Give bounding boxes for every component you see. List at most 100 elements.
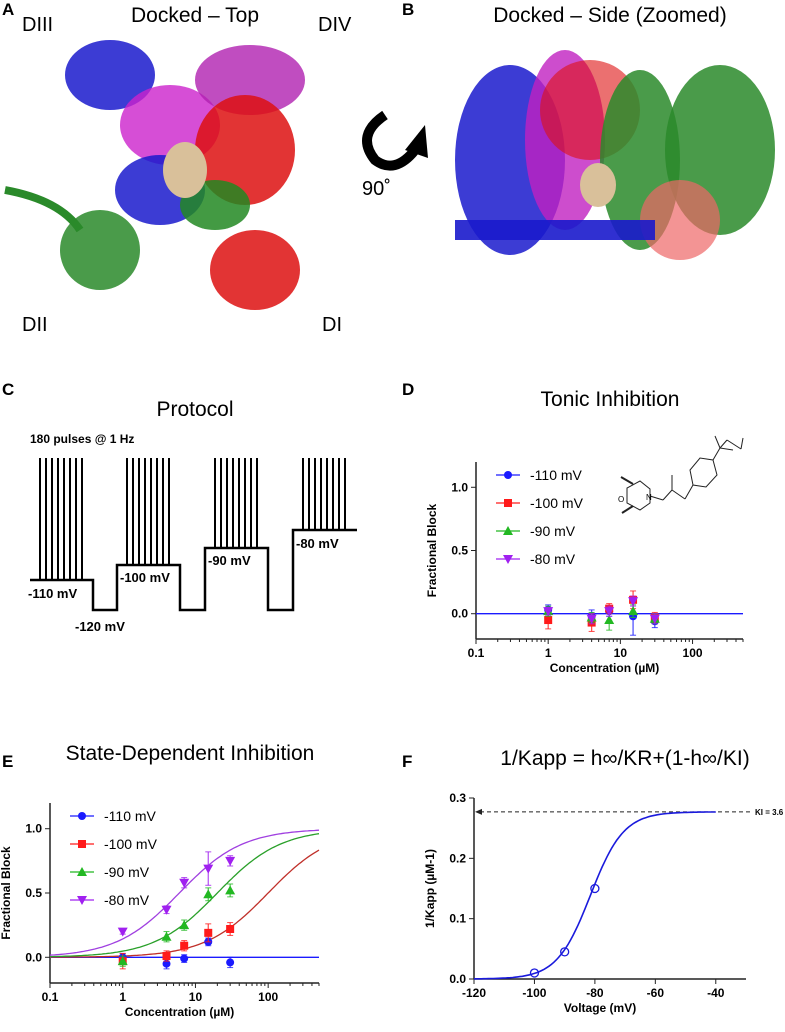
fit-curve [474, 811, 716, 980]
legend-marker [78, 812, 86, 820]
legend-label: -100 mV [530, 495, 584, 511]
data-point [544, 616, 553, 625]
data-point [161, 931, 172, 941]
x-tick-label: -120 [462, 986, 486, 1000]
arrow-head-icon [475, 808, 482, 815]
panel-d-letter: D [402, 380, 415, 399]
level-label-90: -90 mV [208, 553, 251, 568]
y-axis-label: Fractional Block [425, 503, 439, 597]
y-tick-label: 0.0 [449, 972, 466, 986]
panel-b-title: Docked – Side (Zoomed) [493, 4, 727, 27]
legend-marker [77, 867, 87, 876]
panel-f-letter: F [402, 752, 413, 771]
legend-label: -80 mV [104, 892, 150, 908]
data-point [529, 968, 540, 978]
panel-a-structure [4, 40, 305, 310]
y-tick-label: 0.5 [451, 544, 468, 558]
y-tick-label: 0.0 [25, 950, 42, 964]
svg-text:N: N [646, 493, 652, 502]
data-point [225, 856, 236, 866]
x-axis-label: Voltage (mV) [564, 1001, 636, 1015]
x-axis-label: Concentration (µM) [125, 1005, 235, 1019]
panel-b-letter: B [402, 0, 415, 19]
data-point [226, 958, 235, 967]
x-axis-label: Concentration (µM) [550, 661, 660, 675]
y-axis-label: Fractional Block [0, 846, 13, 940]
panel-c-letter: C [2, 380, 15, 399]
svg-text:O: O [618, 495, 624, 504]
legend-marker [77, 896, 87, 905]
data-point [628, 597, 639, 607]
legend-label: -110 mV [530, 467, 583, 483]
data-point [180, 941, 189, 950]
y-tick-label: 1.0 [25, 822, 42, 836]
data-point [604, 615, 615, 625]
protocol-trace [30, 528, 357, 612]
panel-a-title: Docked – Top [130, 4, 260, 27]
x-tick-label: 0.1 [42, 990, 59, 1004]
x-tick-label: 10 [189, 990, 203, 1004]
x-tick-label: 10 [614, 646, 628, 660]
y-tick-label: 0.3 [449, 791, 466, 805]
domain-label-di: DI [322, 314, 342, 336]
x-tick-label: 0.1 [468, 646, 485, 660]
legend-label: -90 mV [104, 864, 150, 880]
y-tick-label: 0.0 [451, 607, 468, 621]
rotation-arrow-icon [362, 110, 428, 171]
domain-label-div: DIV [318, 14, 352, 36]
y-tick-label: 0.1 [449, 912, 466, 926]
y-tick-label: 1.0 [451, 480, 468, 494]
y-tick-label: 0.5 [25, 886, 42, 900]
asymptote-label: KI = 3.6 µM [755, 808, 785, 817]
data-point [543, 607, 554, 617]
legend-label: -110 mV [104, 808, 157, 824]
panel-d-title: Tonic Inhibition [540, 388, 680, 411]
x-tick-label: -60 [647, 986, 665, 1000]
data-point [179, 920, 190, 930]
data-point [604, 607, 615, 617]
legend-marker [503, 526, 513, 535]
data-point [203, 889, 214, 899]
x-tick-label: 1 [545, 646, 552, 660]
data-point [162, 952, 171, 960]
panel-e-letter: E [2, 752, 14, 771]
data-point [649, 614, 660, 624]
legend-label: -100 mV [104, 836, 158, 852]
domain-label-dii: DII [22, 314, 48, 336]
legend-marker [504, 471, 512, 479]
data-point [204, 928, 213, 937]
legend-label: -80 mV [530, 551, 576, 567]
x-tick-label: -40 [707, 986, 725, 1000]
level-label-110: -110 mV [28, 586, 78, 601]
level-label-100: -100 mV [120, 570, 170, 585]
x-tick-label: 100 [683, 646, 703, 660]
y-axis-label: 1/Kapp (µM-1) [423, 849, 437, 928]
data-point [225, 885, 236, 895]
data-point [560, 947, 570, 957]
panel-c-title: Protocol [156, 398, 234, 421]
legend-marker [78, 840, 86, 848]
data-point [117, 927, 128, 937]
x-tick-label: -100 [522, 986, 546, 1000]
data-point [117, 956, 128, 966]
data-point [162, 959, 171, 968]
data-point [590, 883, 600, 894]
y-tick-label: 0.2 [449, 851, 466, 865]
data-point [180, 954, 189, 963]
level-label-80: -80 mV [296, 536, 339, 551]
panel-f-title: 1/Kapp = h∞/KR+(1-h∞/KI) [500, 747, 750, 770]
data-point [628, 606, 639, 616]
x-tick-label: 1 [119, 990, 126, 1004]
panel-b-structure [455, 50, 775, 270]
data-point [226, 925, 235, 933]
domain-label-diii: DIII [22, 14, 54, 36]
data-point [161, 905, 172, 915]
panel-a-letter: A [2, 0, 15, 19]
